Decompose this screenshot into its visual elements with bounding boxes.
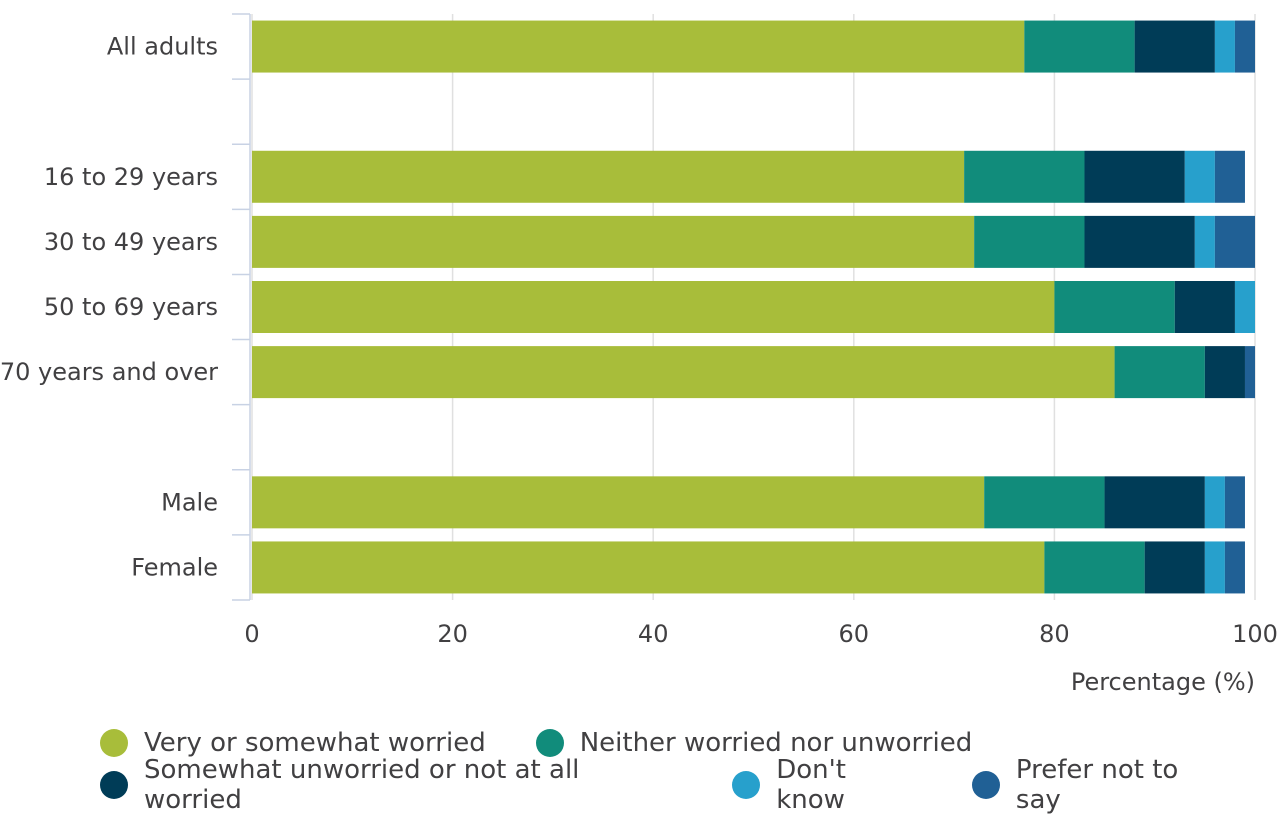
bar-male-prefer-not-to-say [1224,476,1245,529]
x-tick-label-0: 0 [244,620,259,648]
bar-30-to-49-years-somewhat-unworried-or-not-at-all-worried [1084,215,1195,268]
x-tick-label-100: 100 [1232,620,1278,648]
bar-all-adults-prefer-not-to-say [1234,20,1255,73]
bar-50-to-69-years-don-t-know [1234,281,1255,333]
bar-all-adults-somewhat-unworried-or-not-at-all-worried [1134,20,1215,73]
bar-30-to-49-years-very-or-somewhat-worried [252,215,975,268]
bar-30-to-49-years-prefer-not-to-say [1214,215,1255,268]
legend-label: Somewhat unworried or not at all worried [144,755,580,815]
x-tick-label-60: 60 [839,620,870,648]
legend-swatch-unworried [100,771,128,799]
bar-all-adults-very-or-somewhat-worried [252,20,1025,73]
bar-16-to-29-years-very-or-somewhat-worried [252,150,965,203]
legend-row-1: Very or somewhat worried Neither worried… [100,722,1280,764]
y-tick-label-70-years-and-over: 70 years and over [0,358,218,386]
bar-female-prefer-not-to-say [1224,541,1245,594]
bar-50-to-69-years-somewhat-unworried-or-not-at-all-worried [1174,281,1235,333]
y-tick-label-30-to-49-years: 30 to 49 years [44,228,218,256]
bar-30-to-49-years-neither-worried-nor-unworried [974,215,1085,268]
bar-male-somewhat-unworried-or-not-at-all-worried [1104,476,1205,529]
x-tick-label-80: 80 [1039,620,1070,648]
legend-swatch-prefer-not-to-say [971,771,1000,799]
y-tick-label-all-adults: All adults [107,33,218,61]
legend-row-2: Somewhat unworried or not at all worried… [100,755,1280,815]
bar-male-very-or-somewhat-worried [252,476,985,529]
legend-item-unworried: Somewhat unworried or not at all worried [100,755,682,815]
x-tick-label-40: 40 [638,620,669,648]
y-axis-labels: All adults 16 to 29 years 30 to 49 years 50… [0,33,218,582]
legend-swatch-very-worried [100,729,128,757]
legend-swatch-dont-know [732,771,761,799]
bar-16-to-29-years-don-t-know [1184,150,1215,203]
bar-16-to-29-years-prefer-not-to-say [1214,150,1245,203]
bar-30-to-49-years-don-t-know [1194,215,1215,268]
legend: Very or somewhat worried Neither worried… [100,722,1280,815]
y-axis-ticks [232,13,251,601]
legend-label: Don't know [776,755,846,815]
y-tick-label-16-to-29-years: 16 to 29 years [44,163,218,191]
bar-70-years-and-over-prefer-not-to-say [1244,346,1255,399]
y-tick-label-female: Female [131,553,218,581]
legend-item-neither: Neither worried nor unworried [535,728,973,758]
bar-70-years-and-over-very-or-somewhat-worried [252,346,1115,399]
legend-label: Prefer not to say [1015,755,1179,815]
stacked-bar-chart: All adults 16 to 29 years 30 to 49 years 50… [0,13,1278,696]
legend-label: Neither worried nor unworried [579,728,973,758]
bar-16-to-29-years-neither-worried-nor-unworried [964,150,1085,203]
bar-all-adults-neither-worried-nor-unworried [1024,20,1135,73]
bar-16-to-29-years-somewhat-unworried-or-not-at-all-worried [1084,150,1185,203]
x-axis-title: Percentage (%) [1071,668,1255,696]
legend-item-very-worried: Very or somewhat worried [100,728,486,758]
bar-50-to-69-years-very-or-somewhat-worried [252,281,1055,333]
bar-70-years-and-over-somewhat-unworried-or-not-at-all-worried [1204,346,1245,399]
legend-swatch-neither [535,729,564,757]
bar-50-to-69-years-neither-worried-nor-unworried [1054,281,1175,333]
bar-male-neither-worried-nor-unworried [984,476,1105,529]
y-tick-label-50-to-69-years: 50 to 69 years [44,293,218,321]
bar-female-very-or-somewhat-worried [252,541,1045,594]
y-tick-label-male: Male [161,488,218,516]
bar-female-somewhat-unworried-or-not-at-all-worried [1144,541,1205,594]
bar-female-neither-worried-nor-unworried [1044,541,1145,594]
x-tick-label-20: 20 [437,620,468,648]
bar-70-years-and-over-neither-worried-nor-unworried [1114,346,1205,399]
bar-male-don-t-know [1204,476,1225,529]
bar-all-adults-don-t-know [1214,20,1235,73]
legend-item-prefer-not-to-say: Prefer not to say [971,755,1230,815]
legend-item-dont-know: Don't know [732,755,922,815]
x-axis-labels: 0 20 40 60 80 100 [244,620,1278,648]
bar-female-don-t-know [1204,541,1225,594]
legend-label: Very or somewhat worried [144,728,486,758]
bars [252,20,1255,594]
